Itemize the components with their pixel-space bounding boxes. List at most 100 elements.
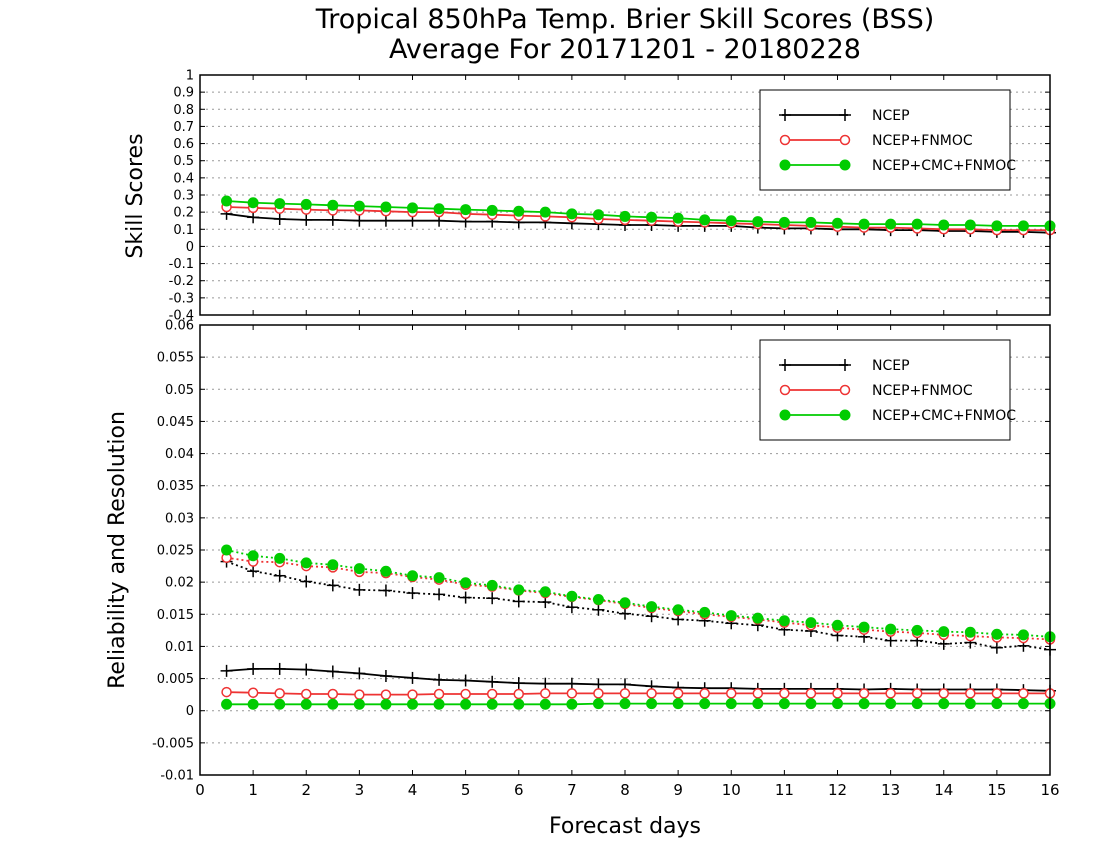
x-tick-label: 4 bbox=[408, 781, 418, 799]
data-point bbox=[752, 688, 764, 699]
data-point bbox=[459, 591, 472, 604]
bottom-panel-ylabel: Reliability and Resolution bbox=[105, 411, 130, 689]
legend: NCEP NCEP+FNMOC NCEP+CMC+FNMOC bbox=[759, 89, 1016, 191]
data-point bbox=[486, 204, 498, 216]
data-point bbox=[885, 218, 897, 230]
series-line bbox=[226, 200, 1050, 227]
y-tick-label: 0.035 bbox=[157, 479, 194, 494]
x-tick-label: 14 bbox=[934, 781, 953, 799]
data-point bbox=[380, 698, 392, 710]
series-ncep-cmc-fnmoc bbox=[221, 195, 1056, 232]
data-point bbox=[885, 698, 897, 710]
data-point bbox=[539, 698, 551, 710]
y-tick-label: 0.03 bbox=[165, 511, 194, 526]
data-point bbox=[379, 214, 392, 227]
data-point bbox=[805, 617, 817, 629]
data-point bbox=[406, 587, 419, 600]
data-point bbox=[433, 673, 446, 686]
data-point bbox=[832, 619, 843, 631]
data-point bbox=[486, 698, 498, 710]
y-tick-label: 0.8 bbox=[173, 103, 194, 118]
x-tick-label: 7 bbox=[567, 781, 577, 799]
x-tick-label: 10 bbox=[722, 781, 741, 799]
top-panel-ylabel: Skill Scores bbox=[123, 133, 148, 258]
data-point bbox=[778, 216, 790, 228]
data-point bbox=[300, 198, 312, 210]
y-tick-label: 1 bbox=[186, 69, 194, 84]
y-tick-label: 0.9 bbox=[173, 86, 194, 101]
y-tick-label: 0.1 bbox=[173, 223, 194, 238]
data-point bbox=[991, 220, 1003, 232]
data-point bbox=[327, 559, 339, 571]
y-tick-label: 0.4 bbox=[173, 171, 194, 186]
data-point bbox=[752, 698, 764, 710]
x-tick-label: 15 bbox=[987, 781, 1006, 799]
chart-title-line1: Tropical 850hPa Temp. Brier Skill Scores… bbox=[315, 4, 935, 35]
data-point bbox=[911, 698, 923, 710]
data-point bbox=[433, 572, 445, 584]
data-point bbox=[1017, 698, 1029, 710]
x-tick-label: 16 bbox=[1040, 781, 1059, 799]
legend-label: NCEP+CMC+FNMOC bbox=[872, 158, 1016, 174]
y-tick-label: 0.02 bbox=[165, 576, 194, 591]
data-point bbox=[512, 677, 525, 690]
y-tick-label: -0.005 bbox=[152, 736, 194, 751]
data-point bbox=[433, 588, 446, 601]
data-point bbox=[300, 698, 312, 710]
legend-marker bbox=[839, 159, 851, 171]
series-line bbox=[226, 206, 1050, 232]
data-point bbox=[460, 204, 472, 216]
data-point bbox=[779, 688, 790, 699]
legend-marker bbox=[779, 109, 791, 121]
data-point bbox=[326, 579, 339, 592]
y-tick-label: 0.2 bbox=[173, 206, 194, 221]
data-point bbox=[460, 577, 472, 589]
data-point bbox=[991, 698, 1003, 710]
legend-marker bbox=[839, 409, 851, 421]
data-point bbox=[221, 686, 232, 698]
legend-marker bbox=[839, 384, 851, 396]
data-point bbox=[273, 569, 286, 582]
data-point bbox=[646, 698, 658, 710]
data-point bbox=[858, 621, 870, 633]
data-point bbox=[221, 195, 233, 207]
data-point bbox=[459, 674, 472, 687]
data-point bbox=[672, 698, 684, 710]
data-point bbox=[805, 216, 817, 228]
data-point bbox=[513, 688, 524, 700]
data-point bbox=[911, 218, 923, 230]
data-point bbox=[513, 205, 525, 217]
y-tick-label: 0.06 bbox=[165, 319, 194, 334]
data-point bbox=[300, 575, 313, 588]
data-point bbox=[725, 698, 737, 710]
y-tick-label: 0.7 bbox=[173, 120, 194, 135]
legend-marker bbox=[779, 384, 791, 396]
legend-label: NCEP bbox=[872, 108, 910, 124]
y-tick-label: 0.6 bbox=[173, 137, 194, 152]
series-line bbox=[226, 702, 1050, 706]
data-point bbox=[273, 662, 286, 675]
data-point bbox=[805, 688, 817, 699]
data-point bbox=[539, 677, 552, 690]
chart-panel-1: 1 0.9 0.8 0.7 0.6 0.5 0.4 0.3 0.2 0.1 0 -0.1 -0.2 -0.… bbox=[169, 69, 1056, 324]
data-point bbox=[301, 688, 312, 700]
data-point bbox=[274, 698, 286, 710]
y-tick-label: 0.005 bbox=[157, 672, 194, 687]
data-point bbox=[566, 688, 578, 699]
legend-marker bbox=[779, 409, 791, 421]
data-point bbox=[326, 665, 339, 678]
legend-marker bbox=[779, 359, 791, 371]
x-tick-label: 5 bbox=[461, 781, 471, 799]
data-point bbox=[407, 698, 418, 710]
data-point bbox=[619, 210, 631, 222]
series-ncep-cmc-fnmoc-solid bbox=[221, 698, 1056, 710]
legend-label: NCEP+CMC+FNMOC bbox=[872, 408, 1016, 424]
legend-label: NCEP bbox=[872, 358, 910, 374]
data-point bbox=[380, 689, 392, 700]
data-point bbox=[858, 688, 870, 699]
data-point bbox=[247, 211, 260, 224]
y-tick-label: -0.1 bbox=[169, 257, 194, 272]
data-point bbox=[354, 689, 365, 700]
data-point bbox=[247, 662, 260, 675]
